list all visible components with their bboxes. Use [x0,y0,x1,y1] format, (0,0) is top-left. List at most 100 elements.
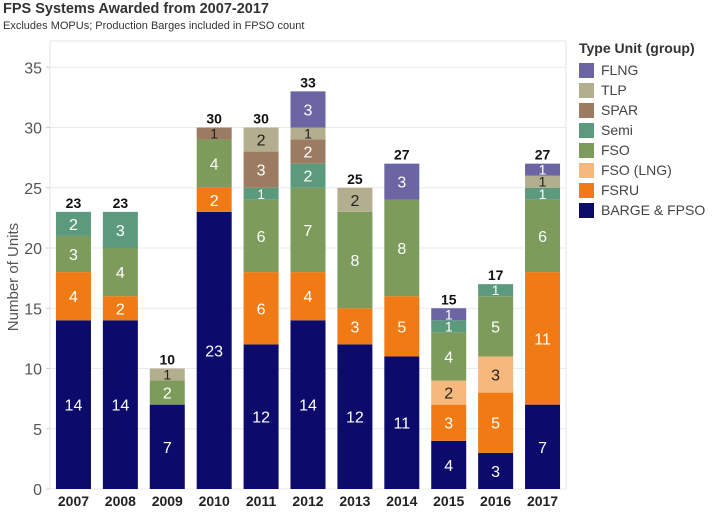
x-tick-label: 2011 [246,493,277,509]
legend-item[interactable]: FSO [579,140,705,160]
bar-total-label: 23 [66,195,82,211]
segment-value-label: 2 [444,386,453,403]
segment-value-label: 14 [299,398,317,415]
bar-total-label: 30 [206,111,222,127]
bar-segment [431,308,467,321]
bar-segment [196,211,232,489]
bar-segment [243,187,279,200]
segment-value-label: 1 [539,174,547,190]
legend-swatch [579,122,594,138]
bar-segment [525,163,561,176]
segment-value-label: 4 [444,458,453,475]
x-tick-label: 2013 [339,493,370,509]
bar-segment [525,199,561,273]
segment-value-label: 14 [111,398,129,415]
legend-label: FSO (LNG) [601,162,672,178]
bar-total-label: 15 [441,291,457,307]
x-tick-label: 2007 [58,493,89,509]
bar-segment [337,344,373,489]
bar-segment [431,332,467,381]
y-tick-label: 10 [24,362,42,379]
segment-value-label: 2 [304,169,313,186]
legend-item[interactable]: FSRU [579,180,705,200]
legend-swatch [579,62,594,78]
bar-segment [525,187,561,200]
bar-total-label: 27 [394,147,410,163]
legend-swatch [579,202,594,218]
legend-item[interactable]: Semi [579,120,705,140]
segment-value-label: 1 [445,306,453,322]
bar-segment [431,380,467,405]
segment-value-label: 23 [205,343,223,360]
segment-value-label: 12 [252,410,270,427]
bar-segment [102,211,138,248]
bar-total-label: 17 [488,267,504,283]
segment-value-label: 4 [444,349,453,366]
bar-segment [478,284,514,297]
legend-label: FSO [601,142,630,158]
x-tick-label: 2010 [199,493,230,509]
bar-segment [384,199,420,297]
segment-value-label: 4 [116,265,125,282]
legend-swatch [579,162,594,178]
bar-segment [290,320,326,489]
y-tick-label: 20 [24,241,42,258]
bar-segment [149,368,185,381]
legend-item[interactable]: TLP [579,80,705,100]
bar-segment [243,151,279,188]
segment-value-label: 3 [116,223,125,240]
bar-segment [243,199,279,273]
legend-swatch [579,142,594,158]
x-tick-label: 2009 [152,493,183,509]
bar-segment [243,344,279,489]
segment-value-label: 7 [304,223,313,240]
legend-item[interactable]: SPAR [579,100,705,120]
segment-value-label: 3 [397,175,406,192]
x-tick-label: 2015 [433,493,464,509]
y-tick-label: 25 [24,181,42,198]
bar-segment [431,440,467,489]
segment-value-label: 2 [116,301,125,318]
segment-value-label: 1 [304,126,312,142]
bar-segment [431,320,467,333]
legend-label: TLP [601,82,627,98]
bar-segment [525,404,561,489]
legend-item[interactable]: BARGE & FPSO [579,200,705,220]
legend-item[interactable]: FLNG [579,60,705,80]
segment-value-label: 3 [257,163,266,180]
segment-value-label: 14 [65,398,83,415]
legend-items: FLNG TLP SPAR Semi FSO FSO (LNG) FSRU BARGE & F… [579,60,705,220]
segment-value-label: 1 [445,318,453,334]
bar-segment [196,127,232,140]
bar-segment [384,296,420,357]
segment-value-label: 5 [491,416,500,433]
bar-segment [478,392,514,453]
bar-segment [149,380,185,405]
segment-value-label: 4 [304,289,313,306]
segment-value-label: 8 [397,241,406,258]
bar-segment [243,272,279,345]
chart-subtitle: Excludes MOPUs; Production Barges includ… [3,20,305,32]
legend-label: BARGE & FPSO [601,202,706,218]
legend-item[interactable]: FSO (LNG) [579,160,705,180]
y-axis-title: Number of Units [5,223,22,331]
segment-value-label: 8 [350,253,359,270]
segment-value-label: 12 [346,410,364,427]
bar-total-label: 30 [253,111,269,127]
bar-segment [337,187,373,212]
bar-segment [55,320,91,489]
bar-segment [337,308,373,345]
y-tick-label: 15 [24,301,42,318]
bar-segment [55,272,91,321]
bar-segment [290,127,326,140]
y-tick-label: 35 [24,60,42,77]
legend-label: FSRU [601,182,640,198]
segment-value-label: 1 [257,186,265,202]
segment-value-label: 6 [257,229,266,246]
bar-segment [290,139,326,164]
segment-value-label: 2 [210,193,219,210]
segment-value-label: 4 [210,157,219,174]
bar-segment [102,248,138,297]
segment-value-label: 3 [491,368,500,385]
segment-value-label: 6 [538,229,547,246]
